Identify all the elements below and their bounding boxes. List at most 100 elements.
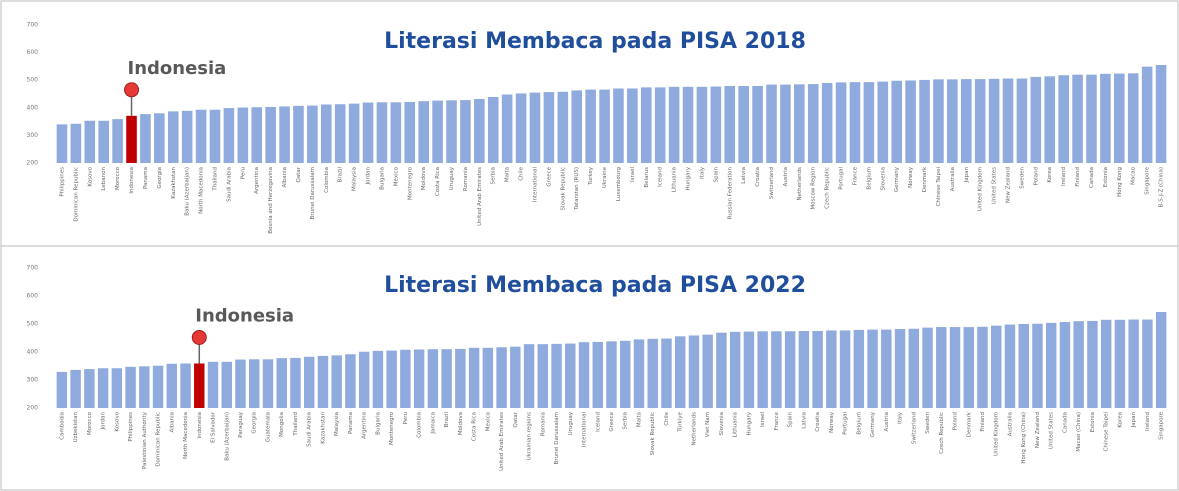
x-tick-label: Philippines [128, 412, 134, 442]
x-tick-label: Slovenia [880, 167, 886, 190]
bar [235, 359, 246, 408]
bar [738, 85, 749, 163]
x-tick-label: Singapore [1159, 411, 1165, 439]
bar [867, 329, 878, 408]
bar [293, 105, 304, 163]
x-tick-label: Colombia [417, 412, 423, 438]
bar [180, 363, 191, 408]
bar [1059, 322, 1071, 408]
bar [515, 93, 527, 163]
x-tick-label: Malaysia [334, 412, 340, 436]
bar [249, 359, 260, 408]
y-tick-label: 300 [27, 377, 39, 384]
bar [98, 120, 109, 163]
bar [207, 361, 219, 408]
x-tick-label: Bulgaria [375, 412, 381, 435]
bar [1032, 323, 1043, 408]
bar [1087, 320, 1098, 408]
x-tick-label: Qatar [296, 166, 302, 182]
bar [578, 342, 590, 408]
bar [599, 89, 610, 163]
x-tick-label: Qatar [513, 411, 519, 427]
bar [863, 82, 875, 163]
x-tick-label: Slovak Republic [560, 167, 566, 210]
x-tick-label: Romania [540, 412, 546, 436]
bar [413, 349, 425, 408]
bar [262, 359, 274, 408]
bar [1016, 78, 1028, 163]
x-tick-label: Estonia [1090, 412, 1096, 432]
x-tick-label: Netherlands [797, 167, 803, 201]
x-tick-label: Portugal [839, 167, 845, 190]
bar [418, 101, 429, 163]
bar [919, 79, 930, 163]
bar [557, 91, 569, 163]
x-tick-label: Morocco [87, 411, 93, 435]
bar [372, 350, 384, 408]
x-tick-label: Japan [964, 166, 970, 183]
bar [474, 98, 485, 163]
x-tick-label: United Arab Emirates [477, 167, 483, 226]
x-tick-label: Greece [546, 166, 552, 186]
x-tick-label: International [582, 412, 588, 448]
x-tick-label: Malta [636, 412, 642, 427]
bar [70, 123, 82, 163]
x-tick-label: Poland [1033, 167, 1039, 185]
bar [853, 329, 865, 408]
bar [947, 79, 958, 163]
x-tick-label: Philippines [59, 167, 65, 197]
bar [905, 80, 916, 163]
x-tick-label: Baku (Azerbaijan) [224, 412, 230, 461]
x-tick-label: Moldova [421, 167, 427, 190]
bar [181, 110, 193, 163]
bar [839, 330, 851, 408]
bar [780, 84, 791, 163]
bar [1086, 74, 1097, 163]
x-tick-label: Jordan [366, 166, 372, 185]
bar [1141, 66, 1153, 163]
x-tick-label: Uzbekistan [73, 411, 79, 442]
bar [1045, 322, 1057, 408]
bar [551, 343, 562, 408]
bar [537, 344, 549, 408]
x-tick-label: Colombia [324, 167, 330, 193]
x-tick-label: Thailand [212, 167, 218, 192]
x-tick-label: Bosnia and Herzegovina [268, 167, 274, 234]
bar [125, 366, 136, 408]
bar [358, 351, 370, 408]
x-tick-label: Dominican Republic [156, 412, 162, 467]
bar [1030, 76, 1042, 163]
y-tick-label: 600 [27, 293, 39, 300]
bar [307, 105, 318, 163]
bar [807, 84, 819, 163]
bar [56, 124, 68, 163]
x-tick-label: Albania [282, 167, 288, 188]
x-tick-label: Spain [713, 166, 719, 182]
bar [849, 82, 861, 163]
x-tick-label: Kazakhstan [171, 166, 177, 198]
bar [427, 349, 439, 408]
bar [376, 102, 388, 163]
x-tick-label: United Arab Emirates [499, 412, 505, 471]
x-tick-label: Italy [699, 166, 705, 179]
x-tick-label: Poland [953, 412, 959, 430]
bar [1072, 74, 1083, 163]
x-tick-label: Ukraine [602, 166, 608, 188]
x-tick-label: Italy [898, 411, 904, 424]
bar [334, 104, 346, 163]
bar [1100, 73, 1111, 163]
x-tick-label: Uruguay [568, 411, 574, 435]
bar [592, 341, 603, 408]
x-tick-label: New Zealand [1006, 167, 1012, 203]
bar [386, 350, 397, 408]
bar [977, 326, 988, 408]
chart-title: Literasi Membaca pada PISA 2022 [384, 273, 806, 298]
bar [223, 108, 235, 163]
x-tick-label: Belgium [856, 412, 862, 435]
x-tick-label: Tatarstan (RUS) [574, 167, 580, 211]
bar [821, 82, 833, 163]
bar [496, 347, 507, 408]
bar [724, 85, 736, 163]
bar [784, 331, 796, 408]
